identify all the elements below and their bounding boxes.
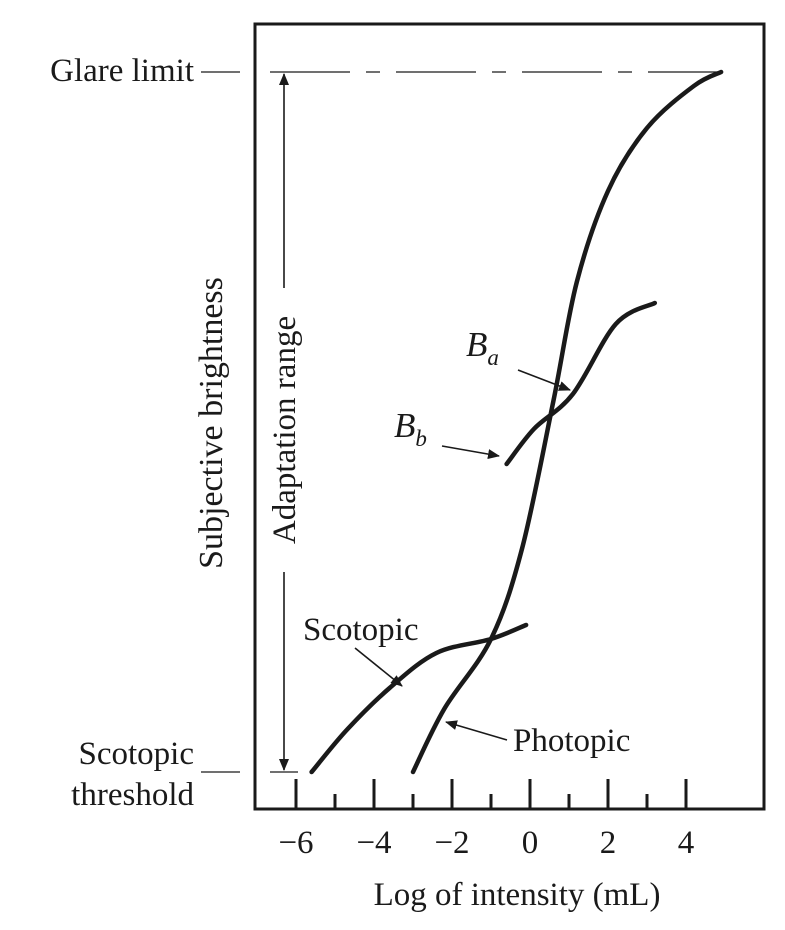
x-axis-tick-labels: −6 −4 −2 0 2 4 bbox=[278, 825, 694, 861]
x-tick-label: 0 bbox=[522, 825, 539, 861]
x-tick-label: −2 bbox=[434, 825, 469, 861]
photopic-annotation-label: Photopic bbox=[513, 723, 630, 759]
bb-curve bbox=[504, 300, 658, 467]
x-tick-label: 2 bbox=[600, 825, 617, 861]
photopic-pointer-arrow bbox=[445, 720, 508, 741]
glare-limit-label: Glare limit bbox=[50, 53, 194, 89]
x-tick-label: −4 bbox=[356, 825, 391, 861]
x-axis-label: Log of intensity (mL) bbox=[374, 877, 661, 913]
adaptation-range-label: Adaptation range bbox=[267, 316, 303, 544]
scotopic-annotation-label: Scotopic bbox=[303, 612, 418, 648]
scotopic-curve bbox=[309, 622, 529, 775]
plot-frame bbox=[253, 22, 766, 811]
bb-annotation-label: Bb bbox=[394, 406, 427, 451]
y-axis-label: Subjective brightness bbox=[193, 277, 230, 569]
ba-annotation-label: Ba bbox=[466, 325, 499, 370]
curves bbox=[309, 69, 724, 775]
x-axis-ticks bbox=[294, 779, 688, 809]
x-tick-label: −6 bbox=[278, 825, 313, 861]
ba-pointer-arrow bbox=[517, 369, 571, 391]
x-tick-label: 4 bbox=[678, 825, 695, 861]
scotopic-pointer-arrow bbox=[354, 647, 403, 687]
bb-pointer-arrow bbox=[441, 445, 500, 460]
scotopic-threshold-label-line2: threshold bbox=[71, 777, 194, 813]
photopic-curve bbox=[410, 69, 724, 775]
scotopic-threshold-label-line1: Scotopic bbox=[79, 736, 194, 772]
